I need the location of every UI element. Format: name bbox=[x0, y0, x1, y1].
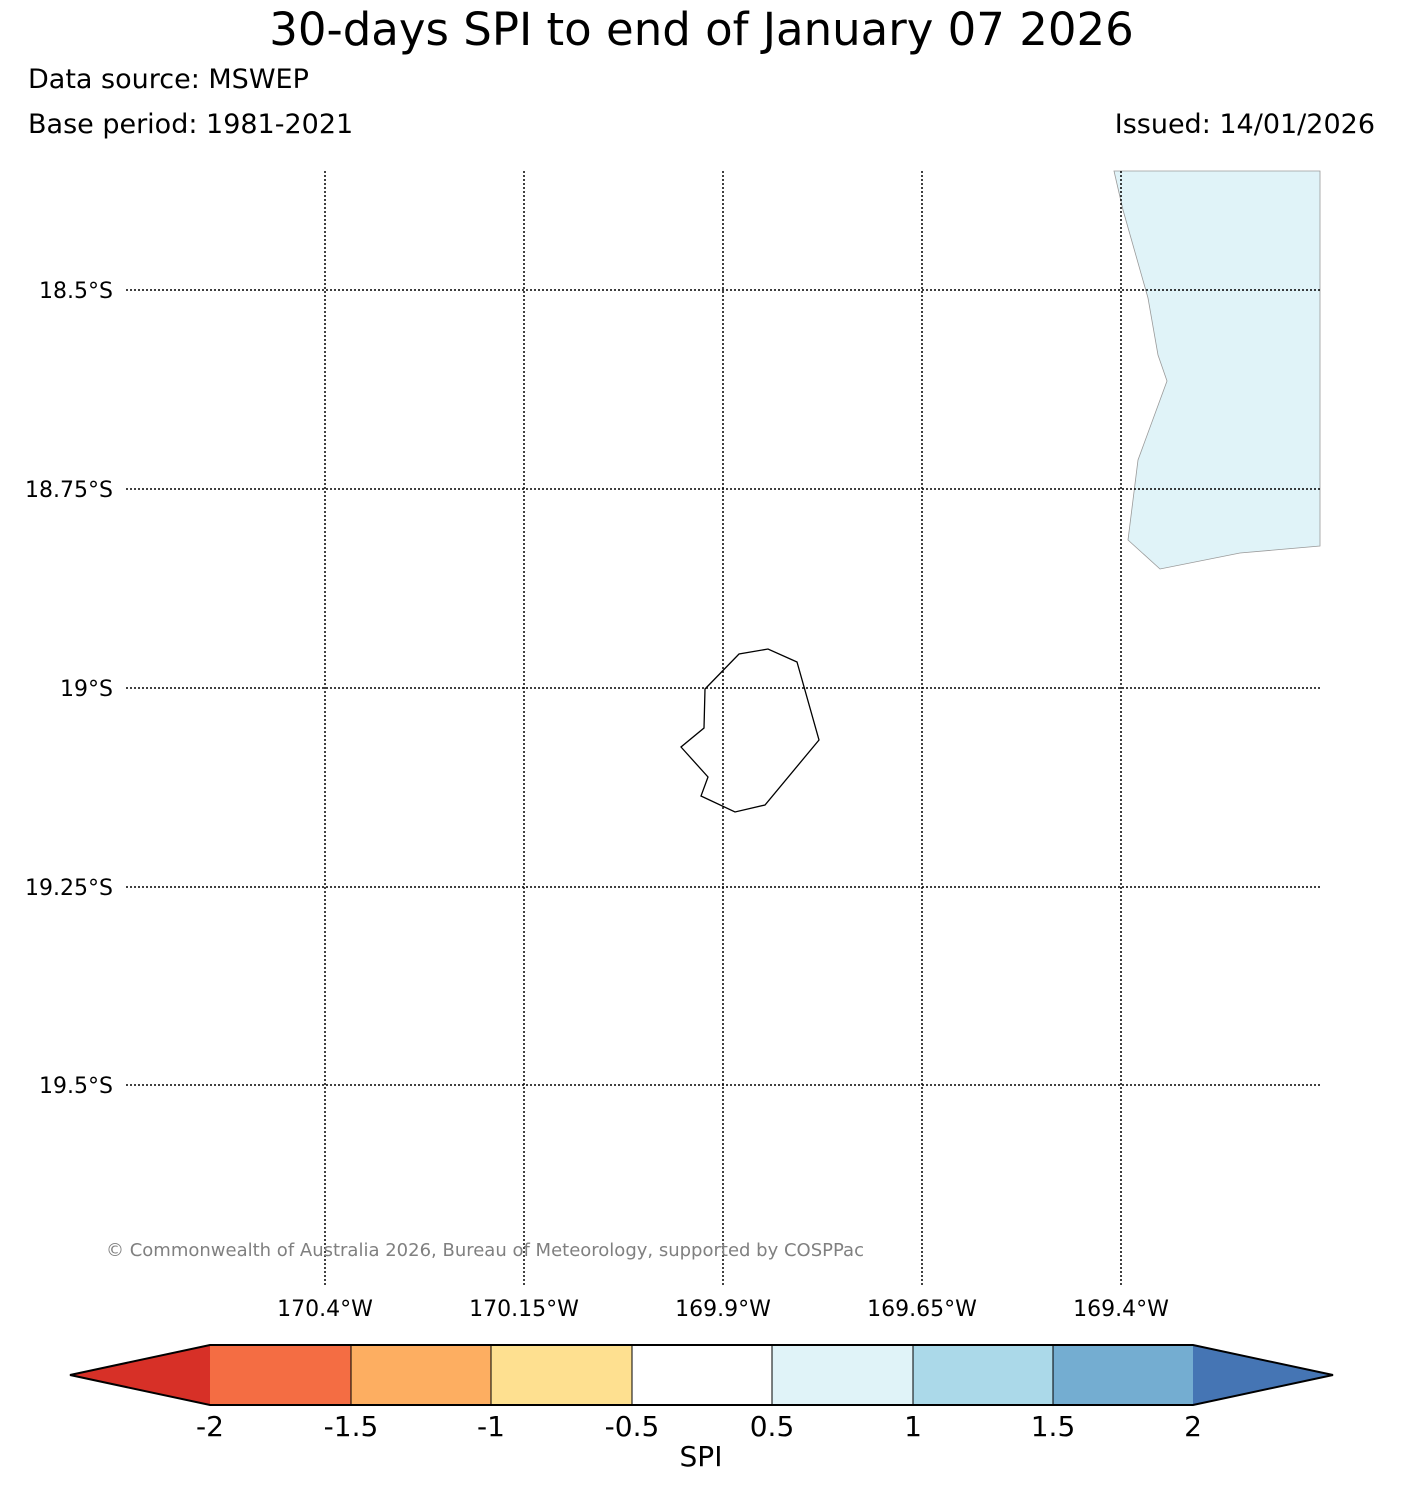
gridlines bbox=[126, 171, 1320, 1285]
colorbar-tick-0-5: 0.5 bbox=[750, 1410, 795, 1443]
lon-label-169-4: 169.4°W bbox=[1073, 1297, 1169, 1322]
copyright-notice: © Commonwealth of Australia 2026, Bureau… bbox=[106, 1240, 864, 1261]
colorbar-segment-gt-2 bbox=[1193, 1345, 1333, 1405]
colorbar-tick-minus1: -1 bbox=[477, 1410, 505, 1443]
colorbar: -2 -1.5 -1 -0.5 0.5 1 1.5 2 SPI bbox=[69, 1344, 1334, 1473]
island-coastline-icon bbox=[680, 648, 820, 813]
lon-label-170-15: 170.15°W bbox=[469, 1297, 579, 1322]
colorbar-tick-1-5: 1.5 bbox=[1031, 1410, 1076, 1443]
lat-label-19-5: 19.5°S bbox=[39, 1074, 113, 1099]
lon-label-169-65: 169.65°W bbox=[867, 1297, 977, 1322]
colorbar-tick-2: 2 bbox=[1184, 1410, 1202, 1443]
colorbar-segment-0-5 bbox=[772, 1345, 913, 1405]
colorbar-segment-minus0-5 bbox=[632, 1345, 772, 1405]
colorbar-segment-1-5 bbox=[1053, 1345, 1193, 1405]
lon-label-169-9: 169.9°W bbox=[675, 1297, 771, 1322]
lat-label-19-25: 19.25°S bbox=[25, 876, 113, 901]
data-source-label: Data source: MSWEP bbox=[28, 64, 309, 95]
colorbar-label: SPI bbox=[680, 1440, 723, 1473]
spi-shaded-region bbox=[1113, 170, 1321, 570]
colorbar-segment-minus1 bbox=[491, 1345, 632, 1405]
colorbar-segment-lt-minus2 bbox=[70, 1345, 210, 1405]
colorbar-tick-minus1-5: -1.5 bbox=[324, 1410, 379, 1443]
lat-label-18-5: 18.5°S bbox=[39, 279, 113, 304]
colorbar-tick-1: 1 bbox=[904, 1410, 922, 1443]
colorbar-segment-minus1-5 bbox=[351, 1345, 491, 1405]
colorbar-tick-minus2: -2 bbox=[196, 1410, 224, 1443]
colorbar-segment-minus2 bbox=[210, 1345, 351, 1405]
issued-date-label: Issued: 14/01/2026 bbox=[1114, 109, 1375, 140]
colorbar-tick-minus0-5: -0.5 bbox=[605, 1410, 660, 1443]
map-title: 30-days SPI to end of January 07 2026 bbox=[269, 3, 1134, 56]
colorbar-outline bbox=[69, 1344, 1334, 1406]
lon-label-170-4: 170.4°W bbox=[277, 1297, 373, 1322]
lat-label-18-75: 18.75°S bbox=[25, 478, 113, 503]
colorbar-segment-1 bbox=[913, 1345, 1053, 1405]
lat-label-19: 19°S bbox=[60, 677, 113, 702]
base-period-label: Base period: 1981-2021 bbox=[28, 109, 354, 140]
